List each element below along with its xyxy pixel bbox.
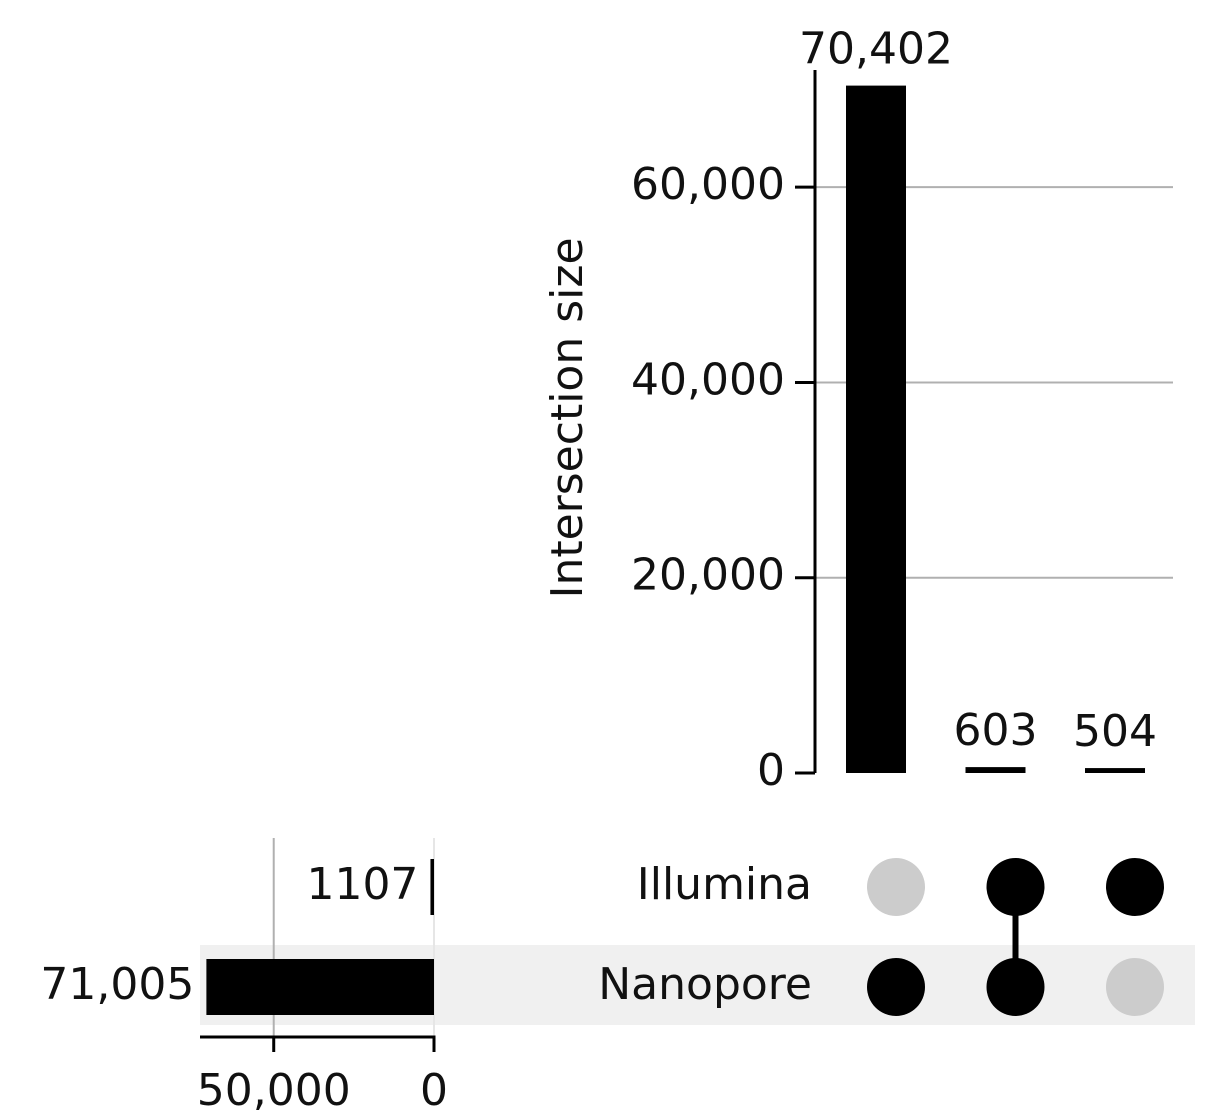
set-value-label: 1107 — [306, 859, 418, 910]
bar — [965, 767, 1026, 773]
y-tick-label: 20,000 — [631, 550, 785, 601]
dot-inactive — [867, 858, 925, 916]
dot-active — [1106, 858, 1164, 916]
y-tick-label: 40,000 — [631, 354, 785, 405]
dot-inactive — [1106, 958, 1164, 1016]
dot-active — [986, 858, 1045, 916]
set-name: Nanopore — [598, 959, 812, 1010]
y-axis-label: Intersection size — [542, 237, 593, 598]
set-value-label: 71,005 — [40, 959, 194, 1010]
set-name: Illumina — [637, 859, 812, 910]
x-tick-label: 0 — [420, 1065, 448, 1116]
bar-value-label: 70,402 — [799, 24, 953, 75]
y-tick-label: 60,000 — [631, 159, 785, 210]
set-bar — [206, 959, 434, 1015]
x-tick-label: 50,000 — [197, 1065, 351, 1116]
bar — [1085, 768, 1145, 773]
bar-value-label: 504 — [1073, 706, 1157, 757]
dot-active — [986, 958, 1045, 1016]
bar-value-label: 603 — [954, 705, 1038, 756]
set-bar — [430, 859, 434, 915]
dot-active — [867, 958, 925, 1016]
bar — [846, 85, 906, 774]
y-tick-label: 0 — [757, 745, 785, 796]
